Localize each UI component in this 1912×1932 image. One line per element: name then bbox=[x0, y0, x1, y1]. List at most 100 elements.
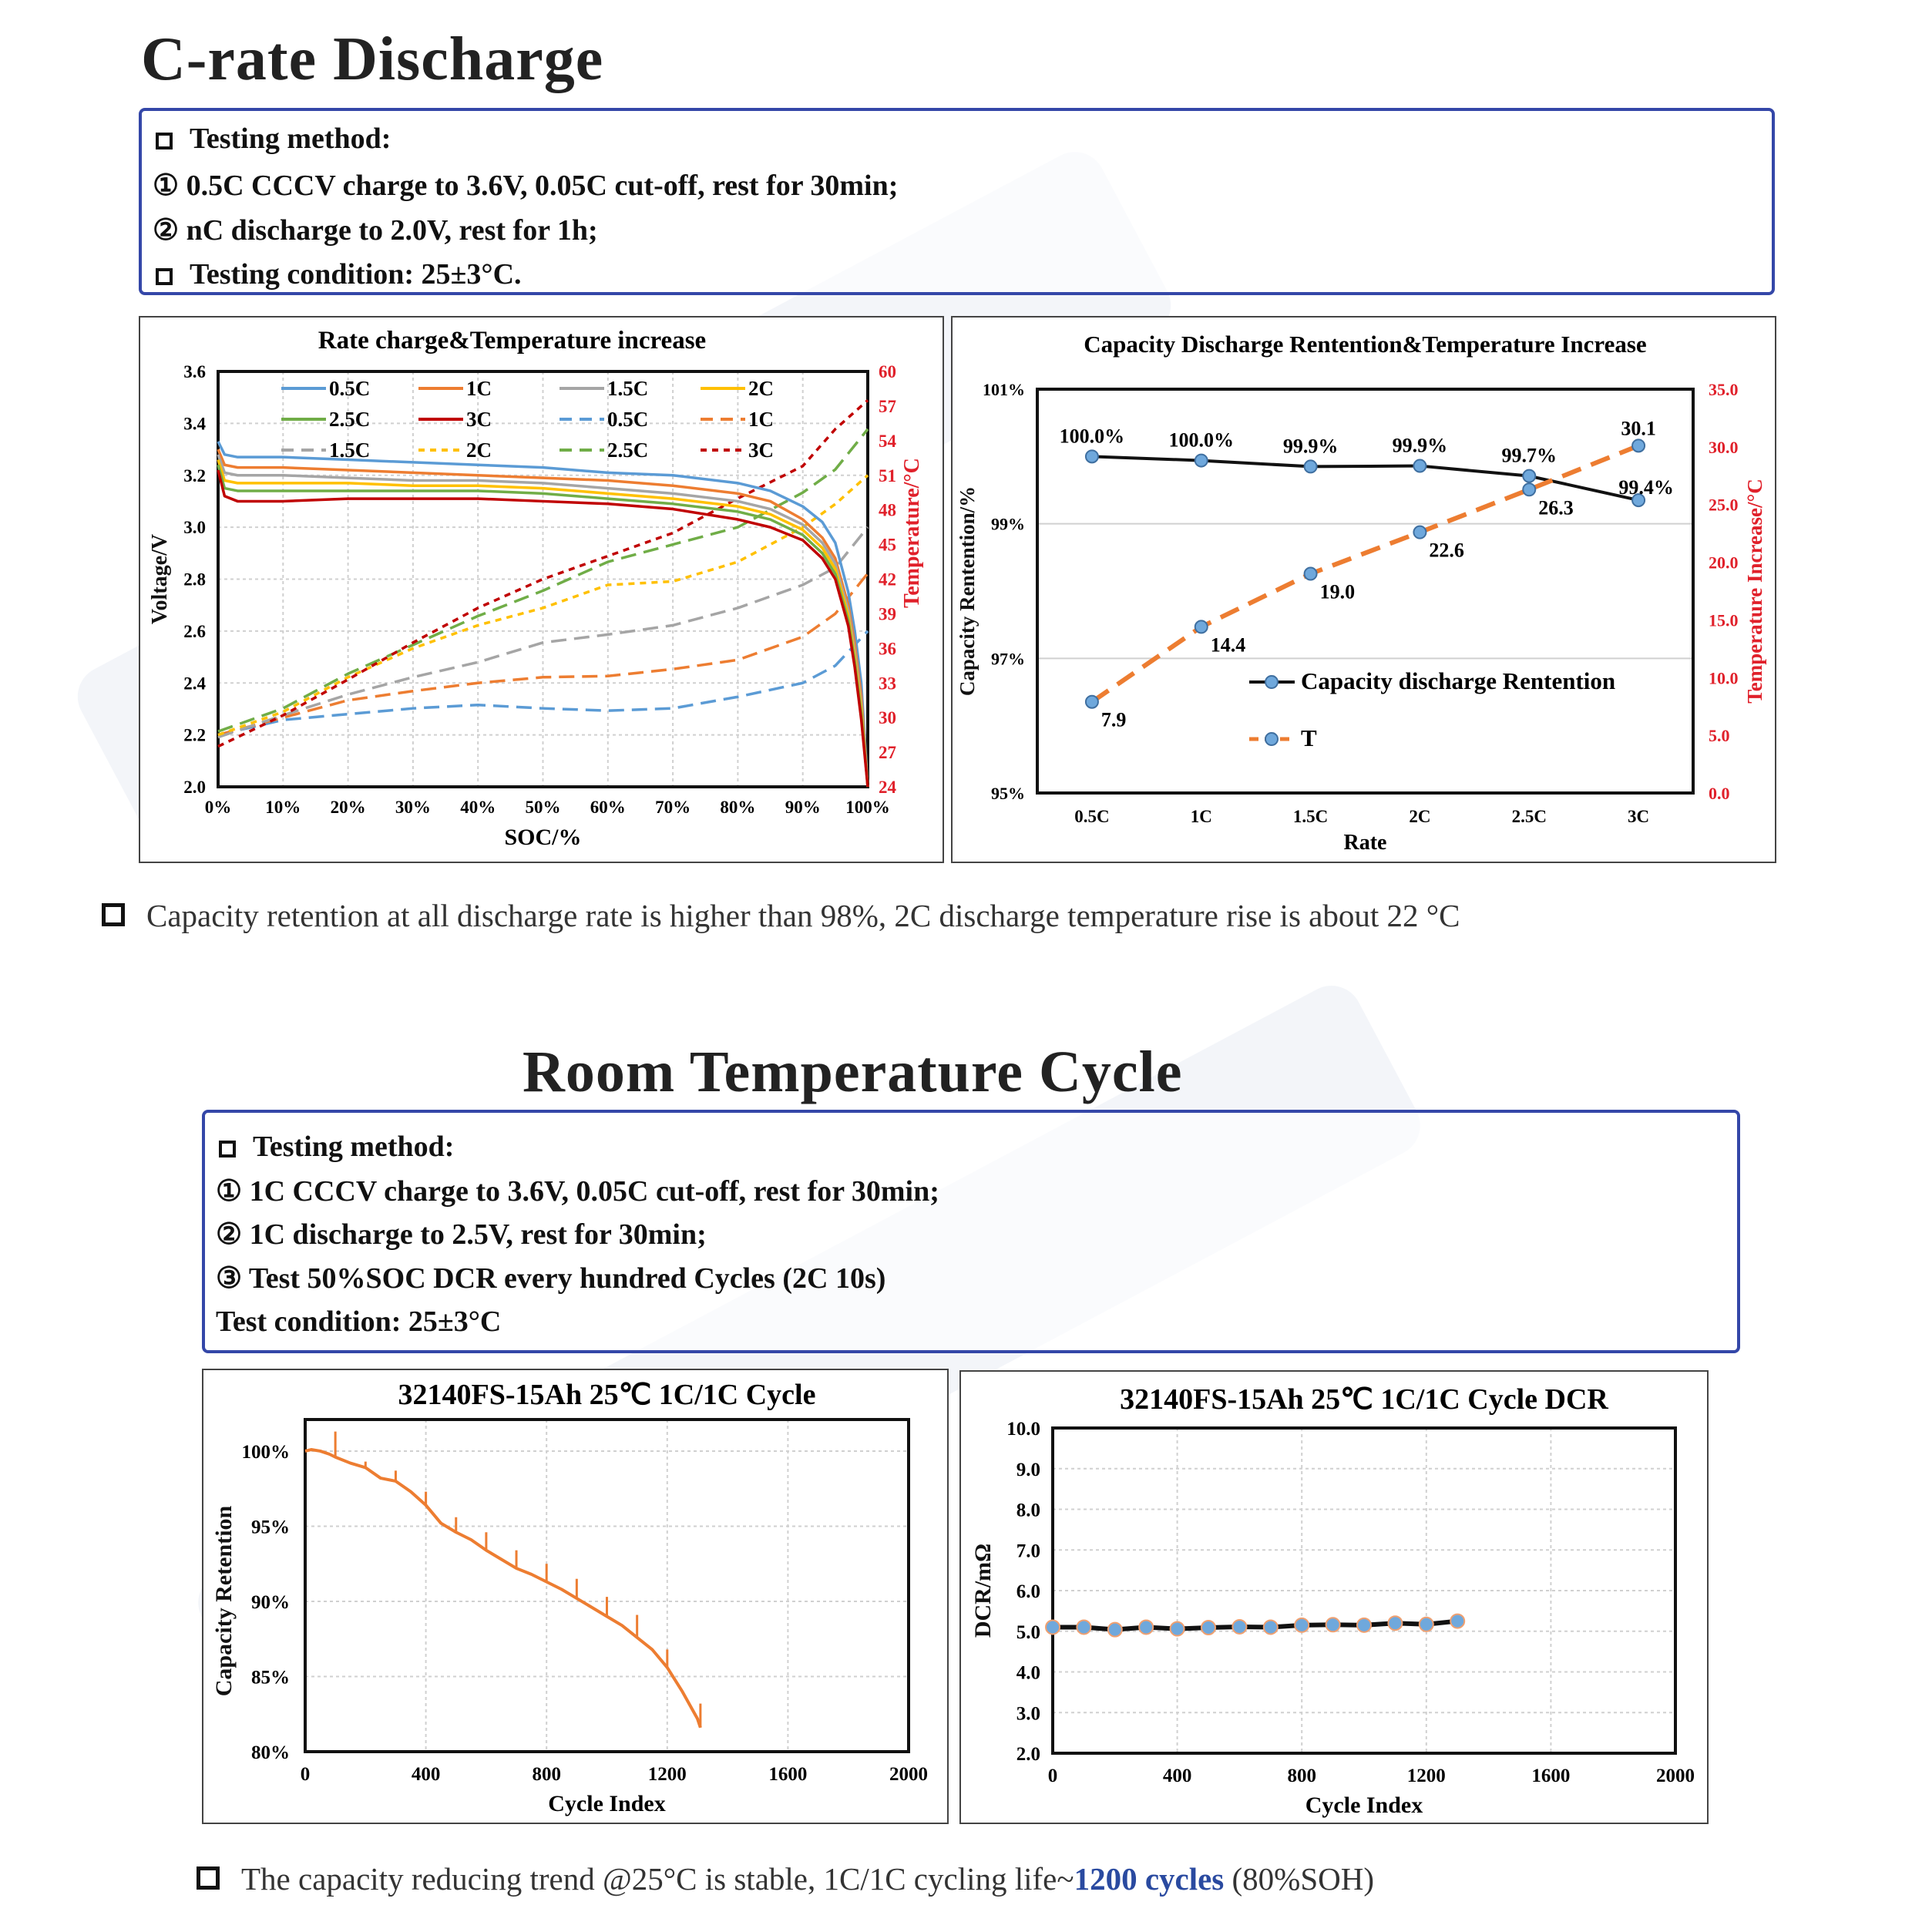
plot-frame bbox=[217, 370, 869, 788]
retention-data-label: 99.7% bbox=[1502, 445, 1557, 467]
step-2: ② 1C discharge to 2.5V, rest for 30min; bbox=[216, 1218, 707, 1251]
y-tick-label: 7.0 bbox=[1016, 1541, 1040, 1561]
x-axis-title: Rate bbox=[1344, 831, 1387, 855]
cycle-life-highlight: 1200 cycles bbox=[1074, 1861, 1225, 1897]
legend-label: 2C bbox=[466, 438, 492, 462]
testing-method-heading: Testing method: bbox=[156, 122, 391, 156]
x-tick-label: 800 bbox=[1287, 1766, 1316, 1786]
y2-tick-label: 60 bbox=[879, 362, 896, 381]
legend-label: T bbox=[1301, 724, 1317, 751]
voltage-line-3C bbox=[217, 469, 869, 788]
dcr-point bbox=[1418, 1616, 1434, 1632]
dcr-point bbox=[1169, 1621, 1185, 1637]
voltage-line-2.5C bbox=[217, 464, 869, 788]
section-title-crate: C-rate Discharge bbox=[141, 25, 604, 93]
dcr-point bbox=[1076, 1619, 1092, 1635]
conclusion-note-2: The capacity reducing trend @25°C is sta… bbox=[197, 1860, 1374, 1897]
note-suffix: (80%SOH) bbox=[1224, 1861, 1374, 1897]
x-tick-label: 1200 bbox=[648, 1764, 687, 1785]
x-tick-label: 800 bbox=[532, 1764, 561, 1785]
voltage-line-2C bbox=[217, 459, 869, 788]
retention-data-label: 99.9% bbox=[1283, 435, 1339, 457]
dcr-point bbox=[1450, 1613, 1466, 1629]
dcr-point bbox=[1045, 1619, 1060, 1635]
x-tick-label: 2000 bbox=[1656, 1766, 1695, 1786]
chart-svg: Capacity Discharge Rentention&Temperatur… bbox=[956, 331, 1766, 855]
y-tick-label: 3.2 bbox=[183, 466, 206, 486]
y-tick-label: 2.0 bbox=[1016, 1744, 1040, 1765]
x-tick-label: 60% bbox=[590, 798, 626, 817]
x-tick-label: 3C bbox=[1628, 807, 1649, 826]
y-tick-label: 100% bbox=[242, 1442, 291, 1463]
note-text: The capacity reducing trend @25°C is sta… bbox=[241, 1861, 1074, 1897]
legend-label: 2.5C bbox=[607, 438, 648, 462]
x-tick-label: 400 bbox=[1163, 1766, 1192, 1786]
y2-axis-title: Temperature/°C bbox=[900, 458, 924, 608]
temperature-line-1C bbox=[217, 572, 869, 737]
temperature-line-1.5C bbox=[217, 526, 869, 739]
chart-cycle-capacity: 32140FS-15Ah 25℃ 1C/1C Cycle 80% 85% 90% 95%… bbox=[202, 1369, 949, 1824]
y-tick-label: 99% bbox=[991, 515, 1025, 534]
step-3: ③ Test 50%SOC DCR every hundred Cycles (… bbox=[216, 1262, 886, 1295]
voltage-line-1.5C bbox=[217, 454, 869, 788]
retention-point bbox=[1194, 453, 1208, 468]
method-label: Testing method: bbox=[190, 123, 391, 155]
y-tick-label: 8.0 bbox=[1016, 1500, 1040, 1521]
chart-cycle-dcr: 32140FS-15Ah 25℃ 1C/1C Cycle DCR 2.0 3.0 4.… bbox=[959, 1370, 1709, 1824]
y2-tick-label: 57 bbox=[879, 397, 896, 416]
temperature-point bbox=[1084, 694, 1099, 709]
dcr-point bbox=[1138, 1619, 1154, 1635]
x-tick-label: 100% bbox=[845, 798, 890, 817]
x-tick-label: 90% bbox=[785, 798, 821, 817]
legend-label: 0.5C bbox=[329, 377, 370, 400]
y2-tick-label: 0.0 bbox=[1709, 784, 1730, 803]
y-axis-title: Capacity Rentention/% bbox=[956, 486, 979, 696]
y2-axis-title: Temperature Increase/°C bbox=[1743, 479, 1766, 704]
testing-method-heading: Testing method: bbox=[219, 1130, 454, 1164]
y2-tick-label: 24 bbox=[879, 778, 897, 797]
dcr-point bbox=[1294, 1617, 1310, 1633]
y-tick-label: 97% bbox=[991, 649, 1025, 668]
y2-tick-label: 45 bbox=[879, 536, 896, 555]
x-tick-label: 1600 bbox=[768, 1764, 807, 1785]
legend-label: 1.5C bbox=[607, 377, 648, 400]
y-tick-label: 2.2 bbox=[183, 726, 206, 745]
voltage-line-1C bbox=[217, 449, 869, 788]
testing-method-box-1: Testing method: ① 0.5C CCCV charge to 3.… bbox=[139, 108, 1775, 295]
retention-point bbox=[1413, 459, 1427, 473]
chart-title: 32140FS-15Ah 25℃ 1C/1C Cycle bbox=[398, 1379, 816, 1411]
x-tick-label: 50% bbox=[526, 798, 561, 817]
y-axis-title: Voltage/V bbox=[148, 534, 172, 624]
temperature-point bbox=[1413, 525, 1427, 539]
y2-tick-label: 10.0 bbox=[1709, 668, 1739, 687]
legend-label: 3C bbox=[748, 438, 774, 462]
x-tick-label: 80% bbox=[720, 798, 755, 817]
y2-tick-label: 25.0 bbox=[1709, 496, 1739, 515]
x-tick-label: 2C bbox=[1409, 807, 1430, 826]
x-tick-label: 10% bbox=[265, 798, 301, 817]
y-tick-label: 95% bbox=[991, 784, 1025, 803]
testing-condition: Test condition: 25±3°C bbox=[216, 1305, 502, 1338]
x-tick-label: 400 bbox=[412, 1764, 441, 1785]
x-tick-label: 40% bbox=[460, 798, 496, 817]
y2-tick-label: 42 bbox=[879, 570, 896, 590]
dcr-point bbox=[1232, 1618, 1248, 1635]
x-axis-title: Cycle Index bbox=[1305, 1793, 1423, 1818]
y-tick-label: 90% bbox=[251, 1592, 290, 1613]
y2-tick-label: 54 bbox=[879, 432, 897, 451]
y-tick-label: 6.0 bbox=[1016, 1581, 1040, 1602]
section-title-cycle: Room Temperature Cycle bbox=[523, 1040, 1183, 1104]
y2-tick-label: 36 bbox=[879, 639, 896, 658]
dcr-point bbox=[1107, 1621, 1123, 1638]
temperature-line-2.5C bbox=[217, 428, 869, 733]
dcr-point bbox=[1262, 1619, 1279, 1635]
y-tick-label: 2.6 bbox=[183, 622, 206, 641]
x-axis-title: SOC/% bbox=[504, 825, 581, 850]
y-tick-label: 2.4 bbox=[183, 674, 206, 693]
x-tick-label: 0.5C bbox=[1074, 807, 1109, 826]
y-tick-label: 3.0 bbox=[183, 518, 206, 537]
dcr-point bbox=[1201, 1620, 1216, 1636]
method-label: Testing method: bbox=[253, 1131, 455, 1163]
x-tick-label: 30% bbox=[395, 798, 431, 817]
y2-tick-label: 5.0 bbox=[1709, 726, 1730, 745]
